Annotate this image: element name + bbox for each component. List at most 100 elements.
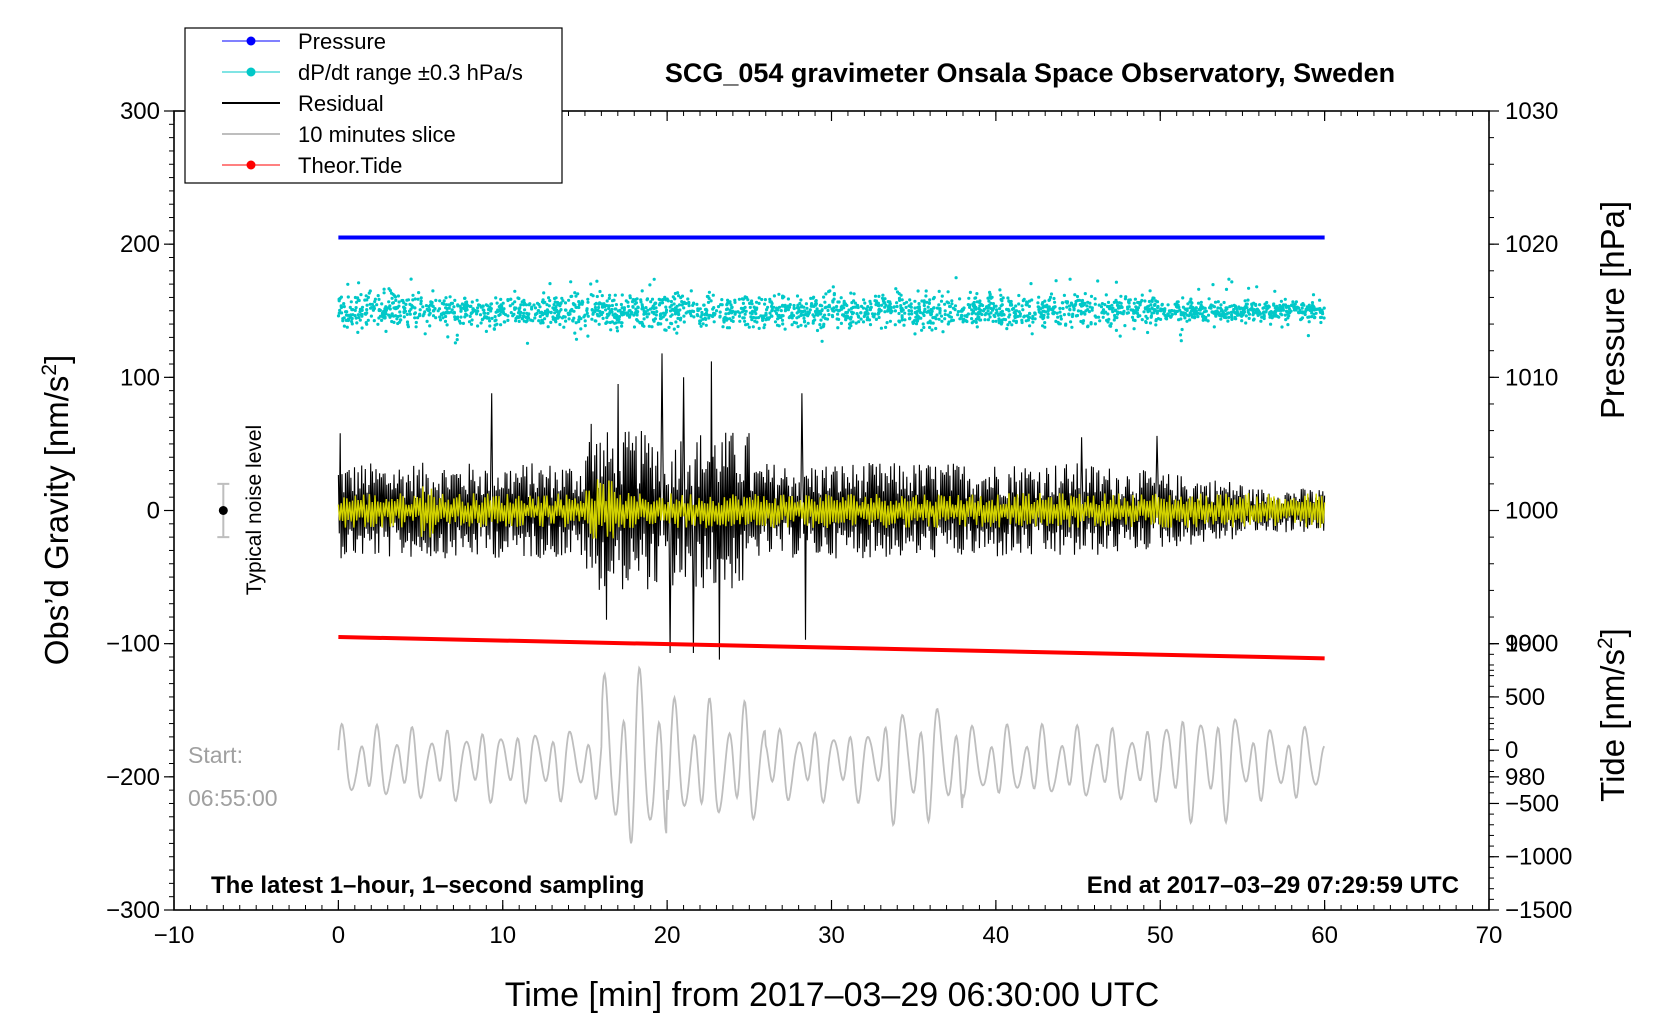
dpdt-point [652,310,656,314]
x-tick-label: 40 [983,922,1010,949]
dpdt-point [1079,319,1083,324]
dpdt-point [1224,287,1229,291]
dpdt-point [1037,305,1041,309]
dpdt-point [493,315,497,319]
dpdt-point [647,324,651,328]
y-tick-label: −100 [106,631,160,658]
dpdt-point [926,305,930,309]
dpdt-point [438,299,442,303]
dpdt-point [545,303,549,307]
dpdt-point [698,319,702,323]
dpdt-point [1230,313,1234,317]
dpdt-point [398,314,402,318]
dpdt-point [904,305,908,309]
dpdt-point [1216,300,1220,304]
dpdt-point [712,320,716,324]
dpdt-point [351,308,355,312]
dpdt-point [1234,305,1238,309]
dpdt-point [484,329,488,333]
dpdt-point [1152,296,1156,300]
dpdt-point [463,296,467,300]
dpdt-point [465,300,469,304]
dpdt-point [894,287,898,291]
dpdt-point [1218,313,1222,318]
dpdt-point [986,309,990,313]
dpdt-point [1244,314,1248,318]
dpdt-point [586,314,590,318]
dpdt-point [991,302,996,306]
dpdt-point [371,308,375,312]
dpdt-point [413,311,417,315]
dpdt-point [847,308,851,312]
dpdt-point [601,302,605,306]
dpdt-point [1031,316,1035,321]
dpdt-point [509,297,513,301]
dpdt-point [730,305,734,309]
dpdt-point [902,323,906,327]
dpdt-point [787,305,792,309]
dpdt-point [488,319,492,323]
dpdt-point [480,317,485,321]
dpdt-point [950,299,954,303]
dpdt-point [970,317,974,321]
dpdt-point [687,304,691,308]
dpdt-point [1047,298,1051,302]
dpdt-point [1055,311,1059,315]
dpdt-point [1272,302,1276,306]
dpdt-point [1267,305,1271,309]
dpdt-point [696,308,700,313]
dpdt-point [469,304,473,308]
dpdt-point [907,309,911,313]
dpdt-point [927,301,932,305]
dpdt-point [1065,305,1069,309]
dpdt-point [358,318,362,322]
dpdt-point [803,309,807,313]
dpdt-point [479,321,483,325]
dpdt-point [552,303,556,307]
dpdt-point [470,300,474,304]
dpdt-point [773,320,778,324]
dpdt-point [570,294,574,298]
dpdt-point [1188,318,1192,322]
dpdt-point [828,289,832,293]
dpdt-point [585,308,589,313]
dpdt-point [664,310,668,314]
dpdt-point [908,304,912,308]
x-axis-label: Time [min] from 2017–03–29 06:30:00 UTC [505,976,1160,1014]
dpdt-point [489,302,493,306]
dpdt-point [1210,310,1214,314]
dpdt-point [1319,320,1323,325]
y-label-tide-end: ] [1594,628,1631,637]
dpdt-point [469,322,474,326]
dpdt-point [1022,315,1026,319]
dpdt-point [407,309,412,313]
dpdt-point [360,326,364,330]
dpdt-point [888,306,892,310]
dpdt-point [1029,282,1033,286]
dpdt-point [649,300,653,304]
dpdt-point [997,318,1001,322]
dpdt-point [553,311,557,315]
x-tick-label: 30 [818,922,845,949]
dpdt-point [583,324,587,328]
dpdt-point [766,305,770,309]
dpdt-point [668,309,673,313]
tide-tick-label: 1000 [1505,631,1558,658]
dpdt-point [1059,317,1063,321]
dpdt-point [977,315,981,319]
dpdt-point [946,301,951,305]
dpdt-point [545,314,549,318]
dpdt-point [651,318,656,322]
dpdt-point [1061,306,1065,311]
dpdt-point [949,315,954,319]
dpdt-point [844,316,848,321]
dpdt-point [481,304,485,308]
dpdt-point [608,293,612,297]
dpdt-point [541,313,545,317]
dpdt-point [1155,311,1159,315]
dpdt-point [707,316,711,320]
dpdt-point [486,307,491,312]
legend-marker [246,160,256,170]
dpdt-point [827,313,831,317]
dpdt-point [1252,317,1256,321]
